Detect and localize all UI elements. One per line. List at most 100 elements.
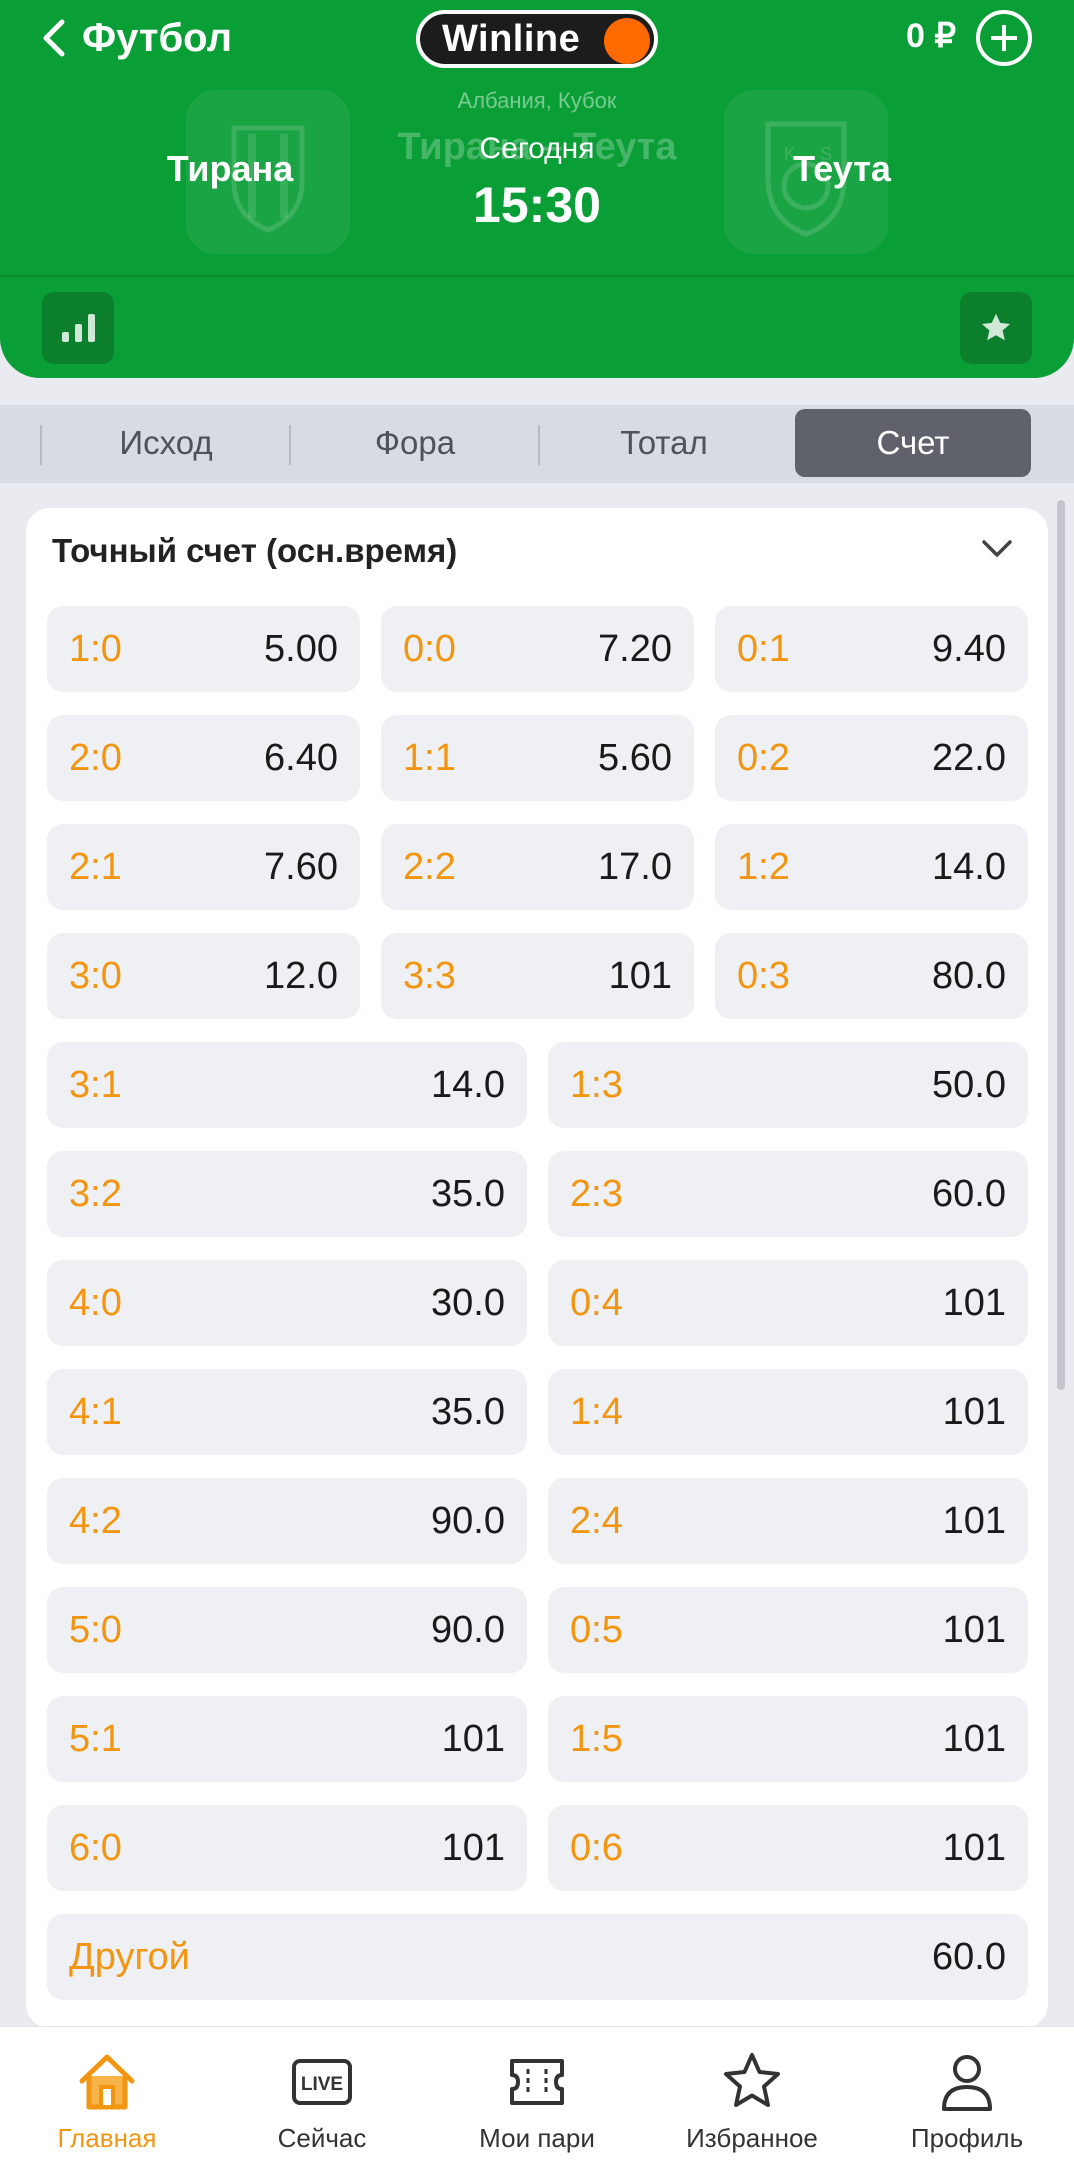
odd-cell[interactable]: 1:1 5.60 — [381, 715, 694, 801]
odd-cell[interactable]: 1:4 101 — [548, 1369, 1028, 1455]
nav-live[interactable]: LIVE Сейчас — [215, 2027, 429, 2160]
score-label: 0:1 — [737, 627, 790, 670]
home-team-name: Тирана — [166, 148, 294, 189]
nav-home[interactable]: Главная — [0, 2027, 214, 2160]
score-label: 2:4 — [570, 1499, 623, 1542]
nav-label: Главная — [57, 2123, 157, 2153]
odd-cell-other[interactable]: Другой 60.0 — [47, 1914, 1028, 2000]
score-label: 0:2 — [737, 736, 790, 779]
odd-value: 101 — [942, 1281, 1006, 1324]
odd-cell[interactable]: 4:1 35.0 — [47, 1369, 527, 1455]
odd-value: 14.0 — [932, 845, 1006, 888]
market-title: Точный счет (осн.время) — [52, 532, 458, 569]
balance[interactable]: 0 ₽ — [906, 17, 956, 55]
odd-cell[interactable]: 1:3 50.0 — [548, 1042, 1028, 1128]
odd-value: 60.0 — [932, 1172, 1006, 1215]
odd-cell[interactable]: 0:1 9.40 — [715, 606, 1028, 692]
score-label: 4:2 — [69, 1499, 122, 1542]
score-label: 0:4 — [570, 1281, 623, 1324]
odd-cell[interactable]: 2:1 7.60 — [47, 824, 360, 910]
tab-score[interactable]: Счет — [795, 409, 1031, 477]
odd-value: 101 — [441, 1826, 505, 1869]
odd-cell[interactable]: 3:3 101 — [381, 933, 694, 1019]
score-label: 3:2 — [69, 1172, 122, 1215]
odd-cell[interactable]: 2:3 60.0 — [548, 1151, 1028, 1237]
home-icon — [79, 2054, 135, 2110]
odd-value: 60.0 — [932, 1935, 1006, 1978]
market-tabs: Исход Фора Тотал Счет — [0, 405, 1074, 483]
tab-separator — [40, 425, 42, 465]
odd-cell[interactable]: 2:4 101 — [548, 1478, 1028, 1564]
odd-cell[interactable]: 1:2 14.0 — [715, 824, 1028, 910]
tab-outcome[interactable]: Исход — [119, 424, 213, 461]
nav-label: Избранное — [686, 2123, 818, 2153]
away-team-name: Теута — [793, 148, 891, 189]
back-button[interactable]: Футбол — [40, 14, 232, 62]
tab-total[interactable]: Тотал — [620, 424, 708, 461]
league-name: Албания, Кубок — [457, 88, 617, 113]
odd-cell[interactable]: 0:2 22.0 — [715, 715, 1028, 801]
winline-logo: Winline — [416, 10, 658, 68]
stats-button[interactable] — [42, 292, 114, 364]
odd-cell[interactable]: 1:5 101 — [548, 1696, 1028, 1782]
odd-cell[interactable]: 0:6 101 — [548, 1805, 1028, 1891]
logo-text: Winline — [442, 17, 581, 60]
score-label: 0:6 — [570, 1826, 623, 1869]
score-label: 2:0 — [69, 736, 122, 779]
live-badge-text: LIVE — [301, 2074, 343, 2095]
odd-cell[interactable]: 0:0 7.20 — [381, 606, 694, 692]
odd-cell[interactable]: 0:3 80.0 — [715, 933, 1028, 1019]
odd-cell[interactable]: 2:2 17.0 — [381, 824, 694, 910]
score-label: 2:3 — [570, 1172, 623, 1215]
odd-cell[interactable]: 5:1 101 — [47, 1696, 527, 1782]
score-label: 0:5 — [570, 1608, 623, 1651]
bottom-navigation: Главная LIVE Сейчас Мои пари Избранное П… — [0, 2026, 1074, 2160]
odd-cell[interactable]: 3:2 35.0 — [47, 1151, 527, 1237]
odd-cell[interactable]: 3:0 12.0 — [47, 933, 360, 1019]
odd-cell[interactable]: 6:0 101 — [47, 1805, 527, 1891]
add-funds-button[interactable] — [976, 10, 1032, 66]
odd-cell[interactable]: 0:5 101 — [548, 1587, 1028, 1673]
odd-cell[interactable]: 1:0 5.00 — [47, 606, 360, 692]
favorite-button[interactable] — [960, 292, 1032, 364]
score-label: 4:1 — [69, 1390, 122, 1433]
nav-my-bets[interactable]: Мои пари — [430, 2027, 644, 2160]
chevron-down-icon[interactable] — [980, 538, 1014, 560]
odd-cell[interactable]: 5:0 90.0 — [47, 1587, 527, 1673]
nav-label: Сейчас — [277, 2123, 367, 2153]
score-label: 1:1 — [403, 736, 456, 779]
odd-value: 22.0 — [932, 736, 1006, 779]
odd-value: 12.0 — [264, 954, 338, 997]
odd-value: 17.0 — [598, 845, 672, 888]
scrollbar[interactable] — [1057, 500, 1065, 1390]
odd-value: 101 — [942, 1717, 1006, 1760]
tab-handicap[interactable]: Фора — [374, 424, 456, 461]
match-time: 15:30 — [473, 177, 601, 233]
odd-cell[interactable]: 4:2 90.0 — [47, 1478, 527, 1564]
score-label: 5:0 — [69, 1608, 122, 1651]
home-team-crest — [186, 90, 350, 254]
odd-value: 101 — [942, 1608, 1006, 1651]
odd-value: 5.00 — [264, 627, 338, 670]
nav-favorites[interactable]: Избранное — [645, 2027, 859, 2160]
odd-cell[interactable]: 2:0 6.40 — [47, 715, 360, 801]
back-label: Футбол — [82, 15, 233, 60]
odd-value: 9.40 — [932, 627, 1006, 670]
odd-cell[interactable]: 4:0 30.0 — [47, 1260, 527, 1346]
score-label: 2:2 — [403, 845, 456, 888]
odd-value: 14.0 — [431, 1063, 505, 1106]
score-label: 3:0 — [69, 954, 122, 997]
nav-profile[interactable]: Профиль — [860, 2027, 1074, 2160]
odd-cell[interactable]: 0:4 101 — [548, 1260, 1028, 1346]
odd-cell[interactable]: 3:1 14.0 — [47, 1042, 527, 1128]
live-icon: LIVE — [292, 2059, 352, 2105]
odd-value: 101 — [942, 1390, 1006, 1433]
odd-value: 6.40 — [264, 736, 338, 779]
score-label: 1:3 — [570, 1063, 623, 1106]
score-label: 2:1 — [69, 845, 122, 888]
match-date: Сегодня — [479, 132, 595, 165]
odd-value: 90.0 — [431, 1499, 505, 1542]
odd-value: 5.60 — [598, 736, 672, 779]
score-label: 0:3 — [737, 954, 790, 997]
